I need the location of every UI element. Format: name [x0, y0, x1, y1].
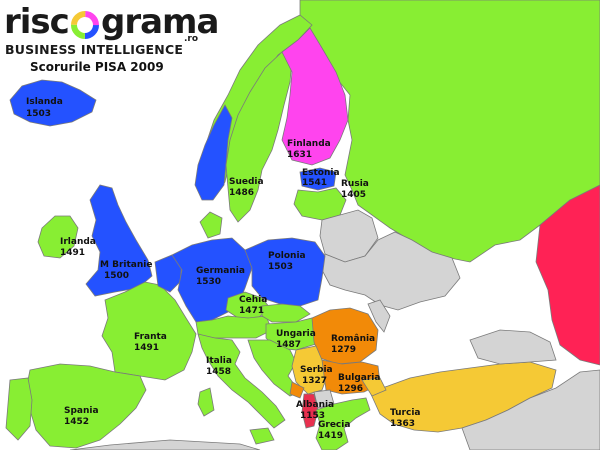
- label-score: 1279: [331, 345, 356, 355]
- label-serbia: Serbia 1327: [300, 365, 333, 386]
- label-name: Finlanda: [287, 139, 331, 149]
- logo-tagline: BUSINESS INTELLIGENCE: [5, 42, 184, 57]
- country-serbia[interactable]: [291, 345, 329, 395]
- label-score: 1503: [26, 109, 51, 119]
- label-name: Germania: [196, 266, 245, 276]
- label-name: Estonia: [302, 168, 340, 178]
- label-name: Albania: [296, 400, 334, 410]
- country-polonia[interactable]: [244, 237, 326, 307]
- label-score: 1500: [104, 271, 129, 281]
- label-italia: Italia 1458: [206, 356, 232, 377]
- label-cehia: Cehia 1471: [239, 295, 267, 316]
- label-rusia: Rusia 1405: [341, 179, 369, 200]
- logo-text-left: risc: [4, 2, 70, 42]
- label-score: 1327: [302, 376, 327, 386]
- label-m-britanie: M Britanie 1500: [100, 260, 152, 281]
- label-romania: România 1279: [331, 334, 375, 355]
- country-turcia[interactable]: [369, 361, 557, 433]
- label-turcia: Turcia 1363: [390, 408, 421, 429]
- country-georgia: [469, 329, 557, 365]
- label-score: 1503: [268, 262, 293, 272]
- label-score: 1541: [302, 178, 327, 188]
- label-spania: Spania 1452: [64, 406, 99, 427]
- label-irlanda: Irlanda 1491: [60, 237, 96, 258]
- country-norvegia-sud: [194, 104, 233, 201]
- label-name: Irlanda: [60, 237, 96, 247]
- country-belarus: [319, 209, 379, 263]
- country-africa-nord: [69, 439, 261, 450]
- label-name: Rusia: [341, 179, 369, 189]
- country-franta[interactable]: [101, 281, 197, 381]
- label-score: 1471: [239, 306, 264, 316]
- logo-text-right: grama: [101, 2, 219, 42]
- country-muntenegru: [289, 381, 305, 399]
- country-orientul-mijlociu: [461, 369, 600, 450]
- country-spania[interactable]: [25, 363, 147, 449]
- country-islanda[interactable]: [9, 79, 97, 127]
- label-name: M Britanie: [100, 260, 152, 270]
- label-score: 1631: [287, 150, 312, 160]
- label-name: Ungaria: [276, 329, 316, 339]
- label-estonia: Estonia 1541: [302, 168, 340, 188]
- label-ungaria: Ungaria 1487: [276, 329, 316, 350]
- country-sicilia: [249, 427, 275, 445]
- label-name: Cehia: [239, 295, 267, 305]
- label-score: 1487: [276, 340, 301, 350]
- logo-ring-icon: [71, 11, 99, 39]
- label-albania: Albania 1153: [296, 400, 334, 421]
- label-islanda: Islanda 1503: [26, 97, 63, 119]
- country-slovacia: [261, 303, 311, 323]
- label-score: 1530: [196, 277, 221, 287]
- label-name: Islanda: [26, 97, 63, 107]
- label-score: 1491: [60, 248, 85, 258]
- label-name: Turcia: [390, 408, 421, 418]
- label-germania: Germania 1530: [196, 266, 245, 287]
- country-italia[interactable]: [197, 333, 286, 429]
- country-turcia-europa: [361, 377, 387, 397]
- label-franta: Franta 1491: [134, 332, 167, 353]
- country-moldova: [367, 299, 391, 333]
- label-score: 1296: [338, 384, 363, 394]
- logo-suffix: .ro: [184, 34, 199, 44]
- country-albania[interactable]: [301, 393, 319, 429]
- label-score: 1153: [300, 411, 325, 421]
- country-portugalia: [5, 377, 33, 441]
- country-ucraina: [321, 231, 461, 311]
- label-name: Franta: [134, 332, 167, 342]
- label-suedia: Suedia 1486: [229, 177, 264, 198]
- label-name: Bulgaria: [338, 373, 380, 383]
- country-grecia[interactable]: [315, 397, 371, 450]
- label-name: România: [331, 334, 375, 344]
- label-score: 1363: [390, 419, 415, 429]
- country-danemarca: [199, 211, 223, 239]
- country-kazahstan: [535, 184, 600, 366]
- label-polonia: Polonia 1503: [268, 251, 306, 272]
- label-score: 1486: [229, 188, 254, 198]
- label-name: Serbia: [300, 365, 333, 375]
- country-irlanda[interactable]: [37, 215, 79, 259]
- label-score: 1419: [318, 431, 343, 441]
- label-finlanda: Finlanda 1631: [287, 139, 331, 160]
- label-score: 1405: [341, 190, 366, 200]
- country-suedia[interactable]: [225, 51, 293, 223]
- country-labels: Islanda 1503 Finlanda 1631 Suedia 1486 E…: [26, 97, 421, 441]
- map-title: Scorurile PISA 2009: [30, 60, 164, 74]
- label-name: Suedia: [229, 177, 264, 187]
- label-score: 1452: [64, 417, 89, 427]
- label-score: 1491: [134, 343, 159, 353]
- country-sardinia: [197, 387, 215, 417]
- label-name: Spania: [64, 406, 99, 416]
- country-estonia[interactable]: [299, 167, 337, 191]
- brand-logo: risc grama .ro BUSINESS INTELLIGENCE: [4, 2, 219, 82]
- label-name: Italia: [206, 356, 232, 366]
- label-name: Grecia: [318, 420, 350, 430]
- label-bulgaria: Bulgaria 1296: [338, 373, 380, 394]
- country-finlanda[interactable]: [281, 27, 349, 166]
- label-grecia: Grecia 1419: [318, 420, 350, 441]
- label-name: Polonia: [268, 251, 306, 261]
- label-score: 1458: [206, 367, 231, 377]
